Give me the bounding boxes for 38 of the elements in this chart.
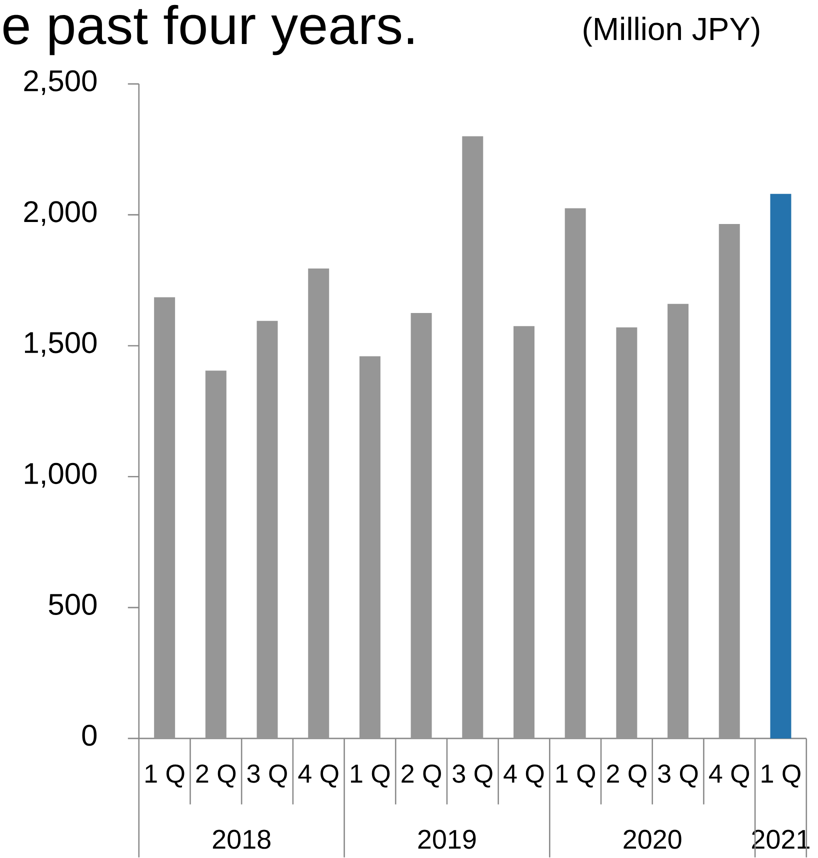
x-tick-label: 3 Q [452, 764, 492, 788]
bar [154, 297, 175, 738]
chart-title: e past four years. [3, 4, 413, 56]
bar [616, 327, 637, 738]
x-tick-label: 4 Q [298, 764, 338, 788]
x-tick-label: 1 Q [556, 764, 595, 788]
text: 2020 [624, 830, 682, 849]
y-tick-label: 2,000 [24, 201, 96, 226]
x-tick-label: 4 Q [503, 764, 544, 788]
bar [564, 208, 586, 738]
bar [256, 320, 278, 738]
x-tick-label: 1 Q [350, 764, 390, 788]
x-tick-label: 1 Q [762, 764, 800, 788]
x-tick-label: 3 Q [658, 764, 698, 788]
text: 2019 [418, 830, 476, 849]
bar [667, 304, 688, 738]
y-axis-title: (Million JPY) [584, 16, 759, 47]
y-tick-label: 0 [82, 724, 96, 746]
bar [205, 370, 226, 738]
bar [308, 268, 329, 738]
text: 2018 [212, 830, 270, 849]
x-tick-label: 3 Q [247, 764, 287, 788]
bar [770, 194, 792, 738]
text: 2021 [752, 830, 810, 849]
y-tick-label: 2,500 [24, 70, 96, 95]
y-tick-label: 1,000 [24, 462, 96, 488]
x-tick-label: 2 Q [196, 764, 236, 788]
x-tick-label: 2 Q [401, 764, 441, 788]
x-tick-label: 2 Q [606, 764, 646, 788]
bar [462, 136, 483, 738]
x-tick-label: 4 Q [708, 764, 749, 788]
bar [359, 356, 380, 738]
bar [513, 326, 534, 738]
x-tick-label: 1 Q [145, 764, 184, 788]
bar [718, 224, 740, 738]
y-tick-label: 1,500 [24, 332, 96, 357]
y-tick-label: 500 [48, 594, 96, 616]
bar [410, 313, 432, 738]
